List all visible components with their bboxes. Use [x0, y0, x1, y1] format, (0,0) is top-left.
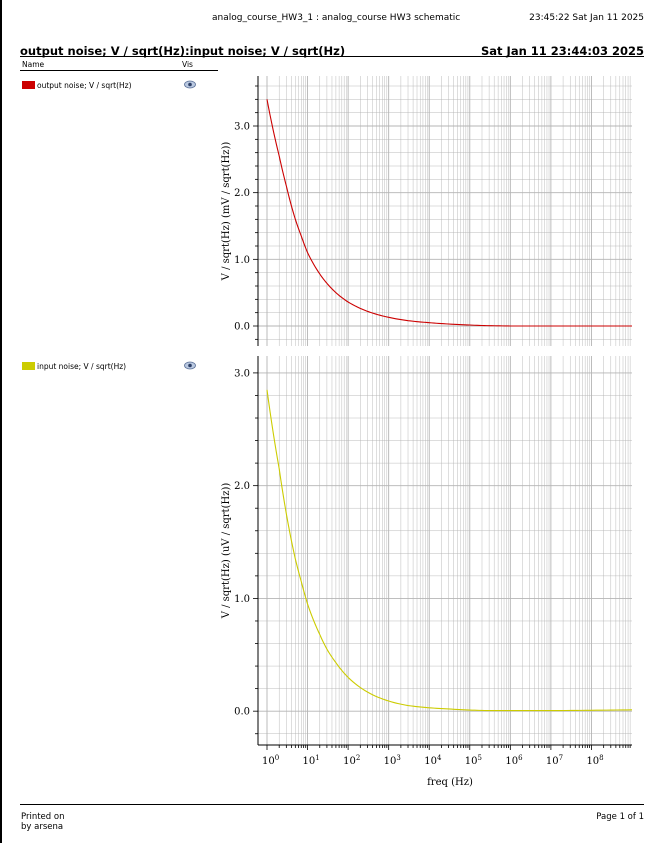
legend-item-output-noise[interactable]: output noise; V / sqrt(Hz)	[22, 80, 218, 92]
y-tick-label: 3.0	[234, 368, 250, 379]
x-tick-label: 101	[303, 754, 320, 767]
legend-swatch	[22, 81, 35, 89]
x-tick-label: 108	[586, 754, 603, 767]
window-date: Sat Jan 11 23:44:03 2025	[481, 44, 644, 58]
legend-swatch	[22, 362, 35, 370]
legend-label: output noise; V / sqrt(Hz)	[37, 81, 132, 90]
x-tick-label: 102	[343, 754, 360, 767]
footer-printed-by: by arsena	[21, 822, 64, 832]
y-axis-label: V / sqrt(Hz) (mV / sqrt(Hz))	[221, 142, 232, 282]
x-tick-label: 103	[384, 754, 401, 767]
y-tick-label: 2.0	[234, 188, 250, 199]
header-timestamp: 23:45:22 Sat Jan 11 2025	[529, 13, 644, 23]
page-left-border	[0, 0, 2, 843]
x-tick-label: 104	[424, 754, 442, 767]
series-line-1	[266, 99, 632, 327]
y-axis-label: V / sqrt(Hz) (uV / sqrt(Hz))	[221, 483, 232, 620]
y-tick-label: 0.0	[234, 707, 250, 718]
y-tick-label: 0.0	[234, 322, 250, 333]
window-title: output noise; V / sqrt(Hz):input noise; …	[20, 44, 346, 58]
design-title: analog_course_HW3_1 : analog_course HW3 …	[212, 13, 461, 23]
eye-icon[interactable]	[184, 361, 196, 370]
y-tick-label: 1.0	[234, 594, 250, 605]
chart-panel-2: 0.0 1.0 2.0 3.0 V / sqrt(Hz) (uV / sqrt(Hz))…	[221, 356, 633, 788]
y-tick-label: 2.0	[234, 481, 250, 492]
title-divider	[20, 56, 644, 57]
y-tick-label: 1.0	[234, 255, 250, 266]
legend-header-divider	[20, 70, 218, 71]
legend-label: input noise; V / sqrt(Hz)	[37, 362, 127, 371]
x-tick-label: 105	[465, 754, 482, 767]
x-tick-label: 100	[262, 754, 279, 767]
chart-panel-1: 0.0 1.0 2.0 3.0V / sqrt(Hz) (mV / sqrt(Hz))	[221, 76, 632, 346]
y-tick-label: 3.0	[234, 122, 250, 133]
footer-page-number: Page 1 of 1	[596, 812, 644, 822]
x-tick-label: 106	[505, 754, 523, 767]
legend-item-input-noise[interactable]: input noise; V / sqrt(Hz)	[22, 361, 218, 373]
legend-column-name: Name	[22, 60, 45, 69]
legend-column-vis: Vis	[182, 60, 193, 69]
eye-icon[interactable]	[184, 80, 196, 89]
x-axis-label: freq (Hz)	[427, 777, 473, 788]
footer-printed-on: Printed on	[21, 812, 65, 822]
footer-divider	[20, 804, 644, 805]
x-tick-label: 107	[546, 754, 563, 767]
series-line-1	[266, 389, 633, 712]
